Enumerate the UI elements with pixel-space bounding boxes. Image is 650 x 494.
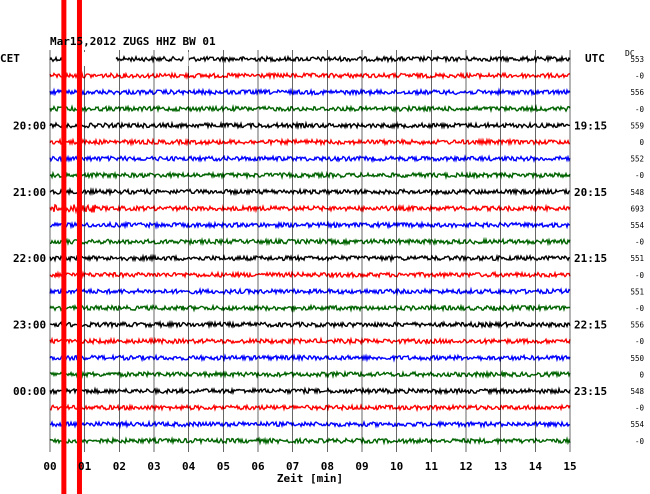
x-tick-label: 10 <box>390 460 403 473</box>
x-tick-label: 05 <box>217 460 230 473</box>
dc-value: -0 <box>635 238 645 247</box>
dc-value: 553 <box>630 55 644 64</box>
x-tick-label: 15 <box>563 460 576 473</box>
x-tick-label: 02 <box>113 460 126 473</box>
trace-line-19 <box>49 353 571 363</box>
dc-value: 548 <box>630 387 644 396</box>
x-tick-label: 13 <box>494 460 507 473</box>
x-tick-label: 08 <box>321 460 334 473</box>
dc-value: -0 <box>635 404 645 413</box>
trace-line-4 <box>49 103 571 114</box>
dc-value: -0 <box>635 72 645 81</box>
trace-line-15 <box>49 286 571 296</box>
dc-value: 554 <box>630 221 644 230</box>
right-hour-label: 20:15 <box>574 186 607 199</box>
dc-value: 550 <box>630 354 644 363</box>
trace-line-20 <box>49 369 571 380</box>
left-hour-label: 20:00 <box>13 119 46 132</box>
trace-line-12 <box>49 236 571 247</box>
dc-value: 0 <box>639 138 644 147</box>
trace-line-18 <box>49 336 571 346</box>
trace-line-14 <box>49 270 571 280</box>
x-tick-label: 11 <box>425 460 439 473</box>
left-hour-label: 23:00 <box>13 319 46 332</box>
trace-line-21 <box>49 386 571 396</box>
dc-value: 559 <box>630 121 644 130</box>
dc-value: -0 <box>635 271 645 280</box>
trace-line-6 <box>49 137 571 147</box>
dc-value: 552 <box>630 155 644 164</box>
x-axis-label: Zeit [min] <box>277 472 343 485</box>
x-tick-labels: 00 01 02 03 04 05 06 07 08 09 10 11 12 13 14 15 <box>43 460 576 473</box>
dc-value: 0 <box>639 370 644 379</box>
data-gap-1 <box>65 52 116 66</box>
dc-value: 556 <box>630 88 644 97</box>
x-tick-label: 03 <box>147 460 160 473</box>
data-gap-2 <box>183 52 189 66</box>
right-hour-label: 21:15 <box>574 252 607 265</box>
trace-line-1 <box>49 54 571 64</box>
dc-values: 553 -0 556 -0 559 0 552 -0 548 693 554 -0 551 -0 551 -0… <box>630 55 644 446</box>
trace-line-5 <box>49 120 571 131</box>
event-marker-2 <box>76 0 82 494</box>
trace-line-13 <box>49 253 571 264</box>
left-hour-label: 21:00 <box>13 186 46 199</box>
trace-line-22 <box>49 402 571 413</box>
dc-value: 548 <box>630 188 644 197</box>
dc-value: 551 <box>630 287 644 296</box>
event-marker-1 <box>61 0 67 494</box>
dc-value: -0 <box>635 304 645 313</box>
dc-value: 551 <box>630 254 644 263</box>
trace-lines <box>49 54 571 446</box>
left-timezone-label: CET <box>0 52 20 65</box>
x-tick-label: 04 <box>182 460 196 473</box>
trace-line-2 <box>49 70 571 81</box>
dc-value: -0 <box>635 105 645 114</box>
dc-value: -0 <box>635 171 645 180</box>
minute-gridlines <box>49 50 571 452</box>
dc-value: -0 <box>635 437 645 446</box>
x-tick-label: 09 <box>355 460 368 473</box>
left-hour-label: 22:00 <box>13 252 46 265</box>
trace-line-7 <box>49 154 571 164</box>
right-hour-labels: 19:15 20:15 21:15 22:15 23:15 <box>574 119 607 398</box>
x-tick-label: 07 <box>286 460 299 473</box>
trace-line-3 <box>49 87 571 98</box>
x-tick-label: 14 <box>529 460 543 473</box>
trace-line-17 <box>49 319 571 330</box>
trace-line-16 <box>49 303 571 313</box>
right-hour-label: 23:15 <box>574 385 607 398</box>
trace-line-8 <box>49 170 571 181</box>
x-tick-label: 00 <box>43 460 56 473</box>
dc-value: 554 <box>630 420 644 429</box>
dc-label: DC <box>625 49 635 58</box>
trace-line-9 <box>49 187 571 197</box>
right-timezone-label: UTC <box>585 52 605 65</box>
event-markers <box>61 0 82 494</box>
x-tick-label: 01 <box>78 460 92 473</box>
x-tick-label: 06 <box>251 460 265 473</box>
dc-value: -0 <box>635 337 645 346</box>
left-hour-label: 00:00 <box>13 385 46 398</box>
trace-line-23 <box>49 419 571 429</box>
trace-line-11 <box>50 220 571 230</box>
right-hour-label: 22:15 <box>574 319 607 332</box>
trace-line-24 <box>49 436 571 446</box>
left-hour-labels: 20:00 21:00 22:00 23:00 00:00 <box>13 119 46 398</box>
right-hour-label: 19:15 <box>574 119 607 132</box>
dc-value: 693 <box>630 204 644 213</box>
chart-title: Mar15,2012 ZUGS HHZ BW 01 <box>50 35 216 48</box>
dc-value: 556 <box>630 321 644 330</box>
trace-line-10 <box>49 203 571 215</box>
x-tick-label: 12 <box>459 460 472 473</box>
